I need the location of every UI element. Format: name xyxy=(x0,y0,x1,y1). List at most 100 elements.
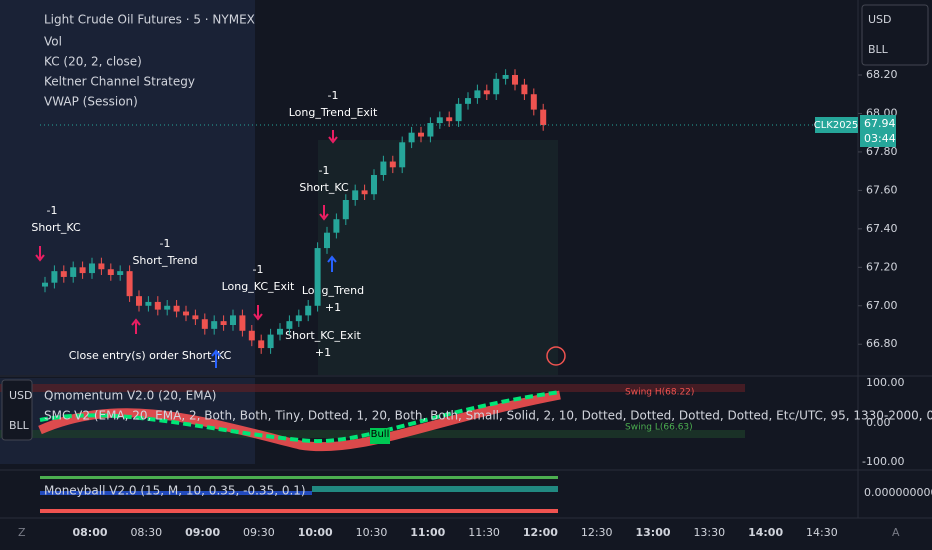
candle-body xyxy=(173,305,180,312)
symbol-tag xyxy=(815,117,858,133)
candle-body xyxy=(418,132,424,137)
y-tick-label: 67.60 xyxy=(866,183,898,196)
x-tick-label: 09:00 xyxy=(185,526,220,539)
order-label: Long_Trend_Exit xyxy=(289,106,378,119)
candle-body xyxy=(493,78,500,95)
x-tick-label: 10:30 xyxy=(356,526,388,539)
swing-high-label: Swing H(68.22) xyxy=(625,388,694,398)
candle-body xyxy=(126,271,133,297)
candle-body xyxy=(51,271,58,283)
bull-label: Bull xyxy=(371,429,390,440)
candle-body xyxy=(239,315,246,331)
x-tick-label: 09:30 xyxy=(243,526,275,539)
candle-body xyxy=(512,75,518,85)
candle-body xyxy=(42,282,48,287)
candle-body xyxy=(277,328,283,335)
price-label: 67.94 xyxy=(864,117,896,130)
x-tick-label: 13:30 xyxy=(693,526,725,539)
candle-body xyxy=(211,321,218,329)
swing-low-label: Swing L(66.63) xyxy=(625,423,693,433)
candle-body xyxy=(305,305,312,316)
countdown-label: 03:44 xyxy=(864,132,896,145)
x-tick-label: 11:00 xyxy=(410,526,445,539)
order-qty: -1 xyxy=(328,89,339,102)
candle-body xyxy=(324,232,330,249)
x-tick-label: 12:00 xyxy=(523,526,558,539)
short-arrow xyxy=(319,205,329,221)
currency-box[interactable] xyxy=(861,4,929,66)
cover-arrow xyxy=(131,318,141,334)
x-tick-label: 08:30 xyxy=(130,526,162,539)
y-tick-label: 66.80 xyxy=(866,337,898,350)
pane-settings: SMC V2 (EMA, 20, EMA, 2, Both, Both, Tin… xyxy=(44,409,932,423)
candle-body xyxy=(98,263,105,270)
order-qty: +1 xyxy=(325,301,341,314)
pane-axis-label: 0.0000000000 xyxy=(864,486,932,499)
long-arrow xyxy=(211,349,221,368)
order-label: Close entry(s) order Short_KC xyxy=(69,349,232,362)
alert-icon[interactable] xyxy=(546,346,566,366)
pane-currency-box[interactable] xyxy=(1,379,33,441)
order-qty: -1 xyxy=(160,237,171,250)
y-tick-label: 67.00 xyxy=(866,299,898,312)
moneyball-bars xyxy=(312,486,558,492)
candle-body xyxy=(380,161,387,175)
candle-body xyxy=(521,84,528,95)
x-tick-label: 10:00 xyxy=(298,526,333,539)
order-label: Short_KC xyxy=(31,221,81,234)
order-qty: -1 xyxy=(319,164,330,177)
candle-body xyxy=(399,142,406,168)
candle-body xyxy=(540,109,547,125)
footer-button[interactable]: Z xyxy=(18,526,26,539)
candle-body xyxy=(267,334,274,349)
x-tick-label: 12:30 xyxy=(581,526,613,539)
moneyball-bottom xyxy=(40,509,558,513)
candle-body xyxy=(436,117,443,124)
candle-body xyxy=(220,321,227,325)
candle-body xyxy=(164,305,171,310)
pane-axis-label: -100.00 xyxy=(862,455,904,468)
candle-body xyxy=(230,315,236,325)
currency-button[interactable]: USD xyxy=(868,13,892,26)
legend-item: KC (20, 2, close) xyxy=(44,55,142,69)
candle-body xyxy=(530,94,537,110)
candle-body xyxy=(427,123,434,137)
swing-high-zone xyxy=(0,384,745,392)
exit-arrow xyxy=(253,305,263,321)
candle-body xyxy=(483,90,490,95)
candle-body xyxy=(455,103,462,122)
currency-button[interactable]: USD xyxy=(9,389,33,402)
y-tick-label: 67.80 xyxy=(866,145,898,158)
channel-fill xyxy=(318,140,558,375)
candle-body xyxy=(258,340,265,349)
candle-body xyxy=(201,319,208,329)
candle-body xyxy=(408,132,415,143)
currency-button[interactable]: BLL xyxy=(868,43,889,56)
order-qty: -1 xyxy=(253,263,264,276)
candle-body xyxy=(136,296,142,306)
short-arrow xyxy=(35,246,45,262)
y-tick-label: 67.40 xyxy=(866,222,898,235)
pane-title: Moneyball V2.0 (15, M, 10, 0.35, -0.35, … xyxy=(44,484,306,498)
candle-body xyxy=(389,161,396,168)
order-label: Short_Trend xyxy=(132,254,197,267)
x-tick-label: 11:30 xyxy=(468,526,500,539)
candle-body xyxy=(145,301,152,306)
momentum-wave xyxy=(38,390,561,452)
candle-body xyxy=(60,271,67,277)
candle-body xyxy=(89,263,95,274)
x-tick-label: 13:00 xyxy=(635,526,670,539)
legend-item: Keltner Channel Strategy xyxy=(44,75,195,89)
candle-body xyxy=(117,271,124,275)
footer-button[interactable]: A xyxy=(892,526,900,539)
x-tick-label: 14:30 xyxy=(806,526,838,539)
candle-body xyxy=(286,321,293,329)
candle-body xyxy=(314,248,321,306)
symbol-title: Light Crude Oil Futures · 5 · NYMEX xyxy=(44,13,255,27)
candle-body xyxy=(342,200,349,220)
candle-body xyxy=(70,267,77,277)
currency-button[interactable]: BLL xyxy=(9,419,30,432)
moneyball-bars xyxy=(40,491,312,495)
order-label: Short_KC_Exit xyxy=(285,329,361,342)
